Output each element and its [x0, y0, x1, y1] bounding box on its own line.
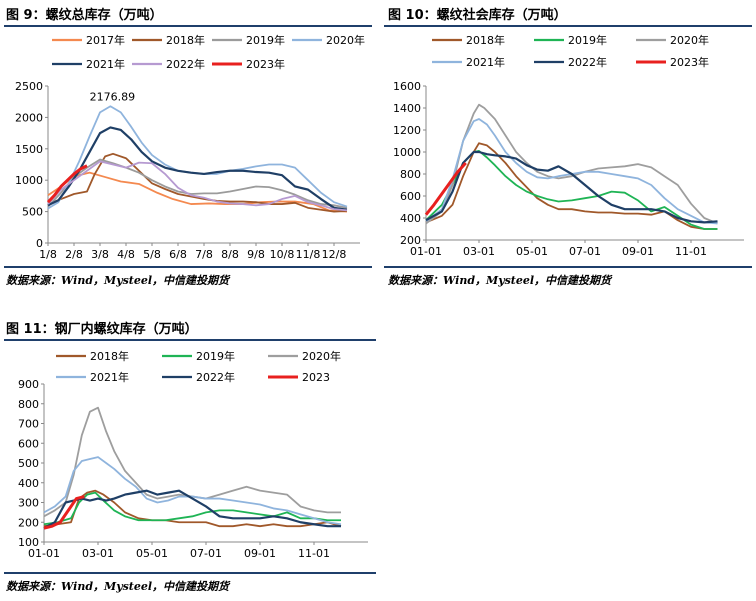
legend-label: 2018年	[166, 33, 205, 47]
y-tick-label: 500	[18, 457, 39, 470]
legend-label: 2023	[302, 371, 330, 384]
legend-label: 2019年	[196, 349, 235, 363]
series-line-2017年	[47, 171, 348, 213]
x-tick-label: 1/8	[39, 248, 57, 261]
series-line-2021年	[43, 456, 342, 526]
title-rule	[4, 339, 376, 341]
x-tick-label: 11-01	[675, 245, 707, 258]
x-tick-label: 2/8	[65, 248, 83, 261]
y-tick-label: 200	[400, 234, 421, 247]
y-tick-label: 800	[18, 398, 39, 411]
legend-label: 2021年	[466, 55, 505, 69]
legend-label: 2019年	[246, 33, 285, 47]
y-tick-label: 200	[18, 516, 39, 529]
x-tick-label: 07-01	[569, 245, 601, 258]
y-tick-label: 500	[22, 206, 43, 219]
series-line-2020年	[43, 406, 341, 518]
series-line-2022年	[43, 489, 341, 530]
series-line-2023年	[424, 161, 467, 216]
y-tick-label: 100	[18, 536, 39, 549]
x-tick-label: 05-01	[516, 245, 548, 258]
legend-label: 2021年	[90, 370, 129, 384]
inventory-chart-social: 200 400 600 800 1000 1200 1400 1600 01-01 03-01 05…	[393, 33, 744, 258]
y-tick-label: 400	[18, 477, 39, 490]
legend-label: 2020年	[670, 33, 709, 47]
inventory-chart-mill: 100 200 300 400 500 600 700 800 900 01-01 03-01 05-…	[18, 349, 368, 560]
source-note: 数据来源：Wind，Mysteel，中信建投期货	[6, 274, 230, 287]
series-line-2023年	[46, 164, 88, 204]
chart-title: 图 10：螺纹社会库存（万吨）	[388, 8, 567, 23]
y-tick-label: 2500	[15, 80, 43, 93]
y-tick-label: 1200	[393, 124, 421, 137]
x-tick-label: 03-01	[82, 547, 114, 560]
legend-label: 2022年	[196, 370, 235, 384]
inventory-chart-total: 0 500 1000 1500 2000 2500 1/8 2/8 3/8 4/8 5/8 6/8 7/…	[15, 33, 365, 261]
x-tick-label: 11-01	[298, 547, 330, 560]
y-tick-label: 1600	[393, 80, 421, 93]
chart-title: 图 11：钢厂内螺纹库存（万吨）	[6, 322, 198, 337]
legend-label: 2018年	[90, 349, 129, 363]
series-line-2018年	[47, 152, 348, 213]
source-rule	[4, 266, 372, 268]
series-line-2018年	[43, 489, 342, 528]
series-line-2022年	[425, 150, 718, 224]
y-tick-label: 300	[18, 497, 39, 510]
legend-label: 2018年	[466, 33, 505, 47]
source-note: 数据来源：Wind，Mysteel，中信建投期货	[388, 274, 612, 287]
x-tick-label: 4/8	[117, 248, 135, 261]
legend-label: 2022年	[568, 55, 607, 69]
source-rule	[4, 572, 376, 574]
chart-title: 图 9：螺纹总库存（万吨）	[6, 8, 163, 23]
title-rule	[4, 25, 372, 27]
y-tick-label: 2000	[15, 111, 43, 124]
series-line-2023	[43, 495, 85, 530]
x-tick-label: 09-01	[622, 245, 654, 258]
legend-label: 2019年	[568, 33, 607, 47]
y-tick-label: 700	[18, 418, 39, 431]
y-tick-label: 800	[400, 168, 421, 181]
x-tick-label: 10/8	[270, 248, 295, 261]
x-tick-label: 12/8	[322, 248, 347, 261]
y-tick-label: 1500	[15, 143, 43, 156]
series-line-2022年	[47, 160, 348, 212]
y-tick-label: 0	[36, 237, 43, 250]
x-tick-label: 01-01	[410, 245, 442, 258]
x-tick-label: 9/8	[247, 248, 265, 261]
legend-label: 2023年	[246, 57, 285, 71]
x-tick-label: 5/8	[143, 248, 161, 261]
series-line-2021年	[47, 126, 348, 211]
x-tick-label: 05-01	[136, 547, 168, 560]
series-line-2021年	[425, 118, 718, 225]
source-rule	[384, 266, 752, 268]
y-tick-label: 1000	[15, 174, 43, 187]
legend-label: 2022年	[166, 57, 205, 71]
x-tick-label: 7/8	[195, 248, 213, 261]
title-rule	[384, 25, 752, 27]
y-tick-label: 400	[400, 212, 421, 225]
peak-annotation: 2176.89	[90, 90, 136, 103]
legend-label: 2020年	[302, 349, 341, 363]
x-tick-label: 03-01	[463, 245, 495, 258]
legend-label: 2017年	[86, 33, 125, 47]
series-line-2019年	[47, 158, 348, 209]
series-line-2019年	[43, 491, 341, 526]
x-tick-label: 11/8	[296, 248, 321, 261]
y-tick-label: 900	[18, 378, 39, 391]
y-tick-label: 1400	[393, 102, 421, 115]
x-tick-label: 09-01	[244, 547, 276, 560]
legend-label: 2021年	[86, 57, 125, 71]
y-tick-label: 600	[400, 190, 421, 203]
x-tick-label: 01-01	[28, 547, 60, 560]
x-tick-label: 3/8	[91, 248, 109, 261]
legend-label: 2023年	[670, 55, 709, 69]
source-note: 数据来源：Wind，Mysteel，中信建投期货	[6, 580, 230, 593]
x-tick-label: 8/8	[221, 248, 239, 261]
x-tick-label: 07-01	[190, 547, 222, 560]
legend-label: 2020年	[326, 33, 365, 47]
x-tick-label: 6/8	[169, 248, 187, 261]
y-tick-label: 600	[18, 437, 39, 450]
y-tick-label: 1000	[393, 146, 421, 159]
